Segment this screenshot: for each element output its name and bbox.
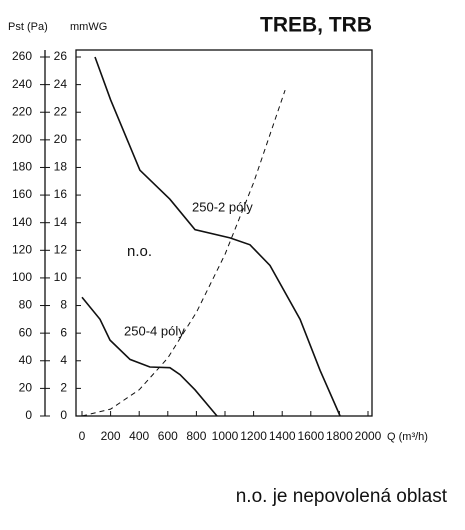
y2-axis-label: mmWG	[70, 21, 107, 33]
y-tick-label: 240	[12, 77, 32, 91]
x-tick-label: 0	[79, 429, 86, 443]
x-tick-label: 1200	[240, 429, 267, 443]
y2-tick-label: 26	[54, 49, 68, 63]
y2-tick-label: 20	[54, 132, 68, 146]
y2-tick-label: 2	[60, 381, 67, 395]
plot-frame	[75, 49, 373, 417]
y-tick-label: 220	[12, 104, 32, 118]
x-tick-label: 800	[186, 429, 206, 443]
chart-title: TREB, TRB	[260, 14, 372, 37]
fan-curve	[81, 296, 218, 417]
y-tick-label: 180	[12, 160, 32, 174]
y-tick-label: 80	[19, 298, 33, 312]
series-label: 250-2 póly	[192, 199, 253, 214]
annotation: n.o.	[127, 243, 152, 260]
y-tick-label: 140	[12, 215, 32, 229]
x-tick-label: 200	[101, 429, 121, 443]
y2-tick-label: 18	[54, 160, 68, 174]
y2-tick-label: 6	[60, 325, 67, 339]
x-tick-label: 1600	[297, 429, 324, 443]
y-tick-label: 200	[12, 132, 32, 146]
x-tick-label: 2000	[355, 429, 382, 443]
y2-tick-label: 22	[54, 104, 68, 118]
y2-tick-label: 10	[54, 270, 68, 284]
y-tick-label: 120	[12, 242, 32, 256]
x-tick-label: 1000	[212, 429, 239, 443]
x-tick-label: 600	[158, 429, 178, 443]
y2-tick-label: 24	[54, 77, 68, 91]
x-tick-label: 400	[129, 429, 149, 443]
y-tick-label: 100	[12, 270, 32, 284]
y-tick-label: 40	[19, 353, 33, 367]
y2-tick-label: 4	[60, 353, 67, 367]
x-axis-label: Q (m³/h)	[387, 431, 428, 443]
y2-tick-label: 12	[54, 242, 68, 256]
footnote: n.o. je nepovolená oblast	[236, 486, 448, 507]
y2-tick-label: 8	[60, 298, 67, 312]
fan-curve	[94, 56, 341, 417]
x-tick-label: 1400	[269, 429, 296, 443]
system-curve	[81, 89, 286, 417]
y-tick-label: 60	[19, 325, 33, 339]
y-tick-label: 0	[25, 408, 32, 422]
series-label: 250-4 póly	[124, 323, 185, 338]
y2-tick-label: 16	[54, 187, 68, 201]
y2-tick-label: 0	[60, 408, 67, 422]
y-tick-label: 260	[12, 49, 32, 63]
y-axis-label: Pst (Pa)	[8, 21, 48, 33]
y2-tick-label: 14	[54, 215, 68, 229]
x-tick-label: 1800	[326, 429, 353, 443]
y-tick-label: 160	[12, 187, 32, 201]
y-tick-label: 20	[19, 381, 33, 395]
